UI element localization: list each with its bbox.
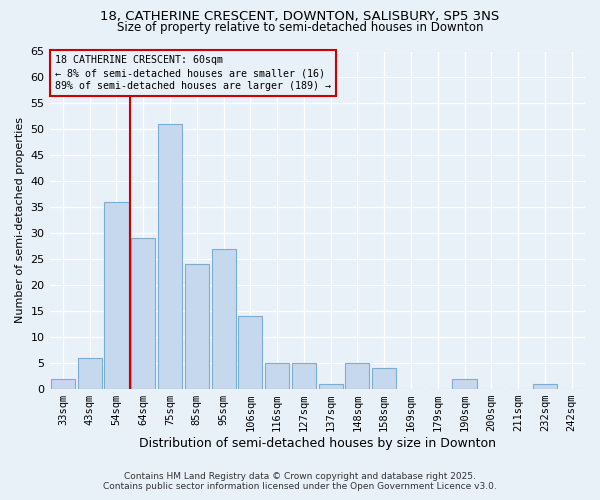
Text: Contains HM Land Registry data © Crown copyright and database right 2025.
Contai: Contains HM Land Registry data © Crown c… — [103, 472, 497, 491]
X-axis label: Distribution of semi-detached houses by size in Downton: Distribution of semi-detached houses by … — [139, 437, 496, 450]
Bar — [238, 316, 262, 389]
Bar — [131, 238, 155, 389]
Text: 18 CATHERINE CRESCENT: 60sqm
← 8% of semi-detached houses are smaller (16)
89% o: 18 CATHERINE CRESCENT: 60sqm ← 8% of sem… — [55, 55, 331, 92]
Bar — [533, 384, 557, 389]
Bar — [346, 363, 370, 389]
Bar — [372, 368, 396, 389]
Bar — [292, 363, 316, 389]
Bar — [265, 363, 289, 389]
Text: Size of property relative to semi-detached houses in Downton: Size of property relative to semi-detach… — [117, 21, 483, 34]
Bar — [51, 378, 75, 389]
Bar — [185, 264, 209, 389]
Bar — [104, 202, 128, 389]
Bar — [319, 384, 343, 389]
Bar — [158, 124, 182, 389]
Bar — [77, 358, 102, 389]
Y-axis label: Number of semi-detached properties: Number of semi-detached properties — [15, 118, 25, 324]
Bar — [452, 378, 476, 389]
Text: 18, CATHERINE CRESCENT, DOWNTON, SALISBURY, SP5 3NS: 18, CATHERINE CRESCENT, DOWNTON, SALISBU… — [100, 10, 500, 23]
Bar — [212, 249, 236, 389]
